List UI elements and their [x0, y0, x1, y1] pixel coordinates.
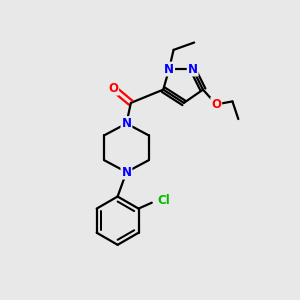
- Text: N: N: [122, 166, 131, 178]
- Text: Cl: Cl: [157, 194, 170, 207]
- Text: N: N: [188, 62, 198, 76]
- Text: O: O: [108, 82, 118, 95]
- Text: N: N: [122, 117, 131, 130]
- Text: O: O: [211, 98, 221, 111]
- Text: N: N: [164, 62, 174, 76]
